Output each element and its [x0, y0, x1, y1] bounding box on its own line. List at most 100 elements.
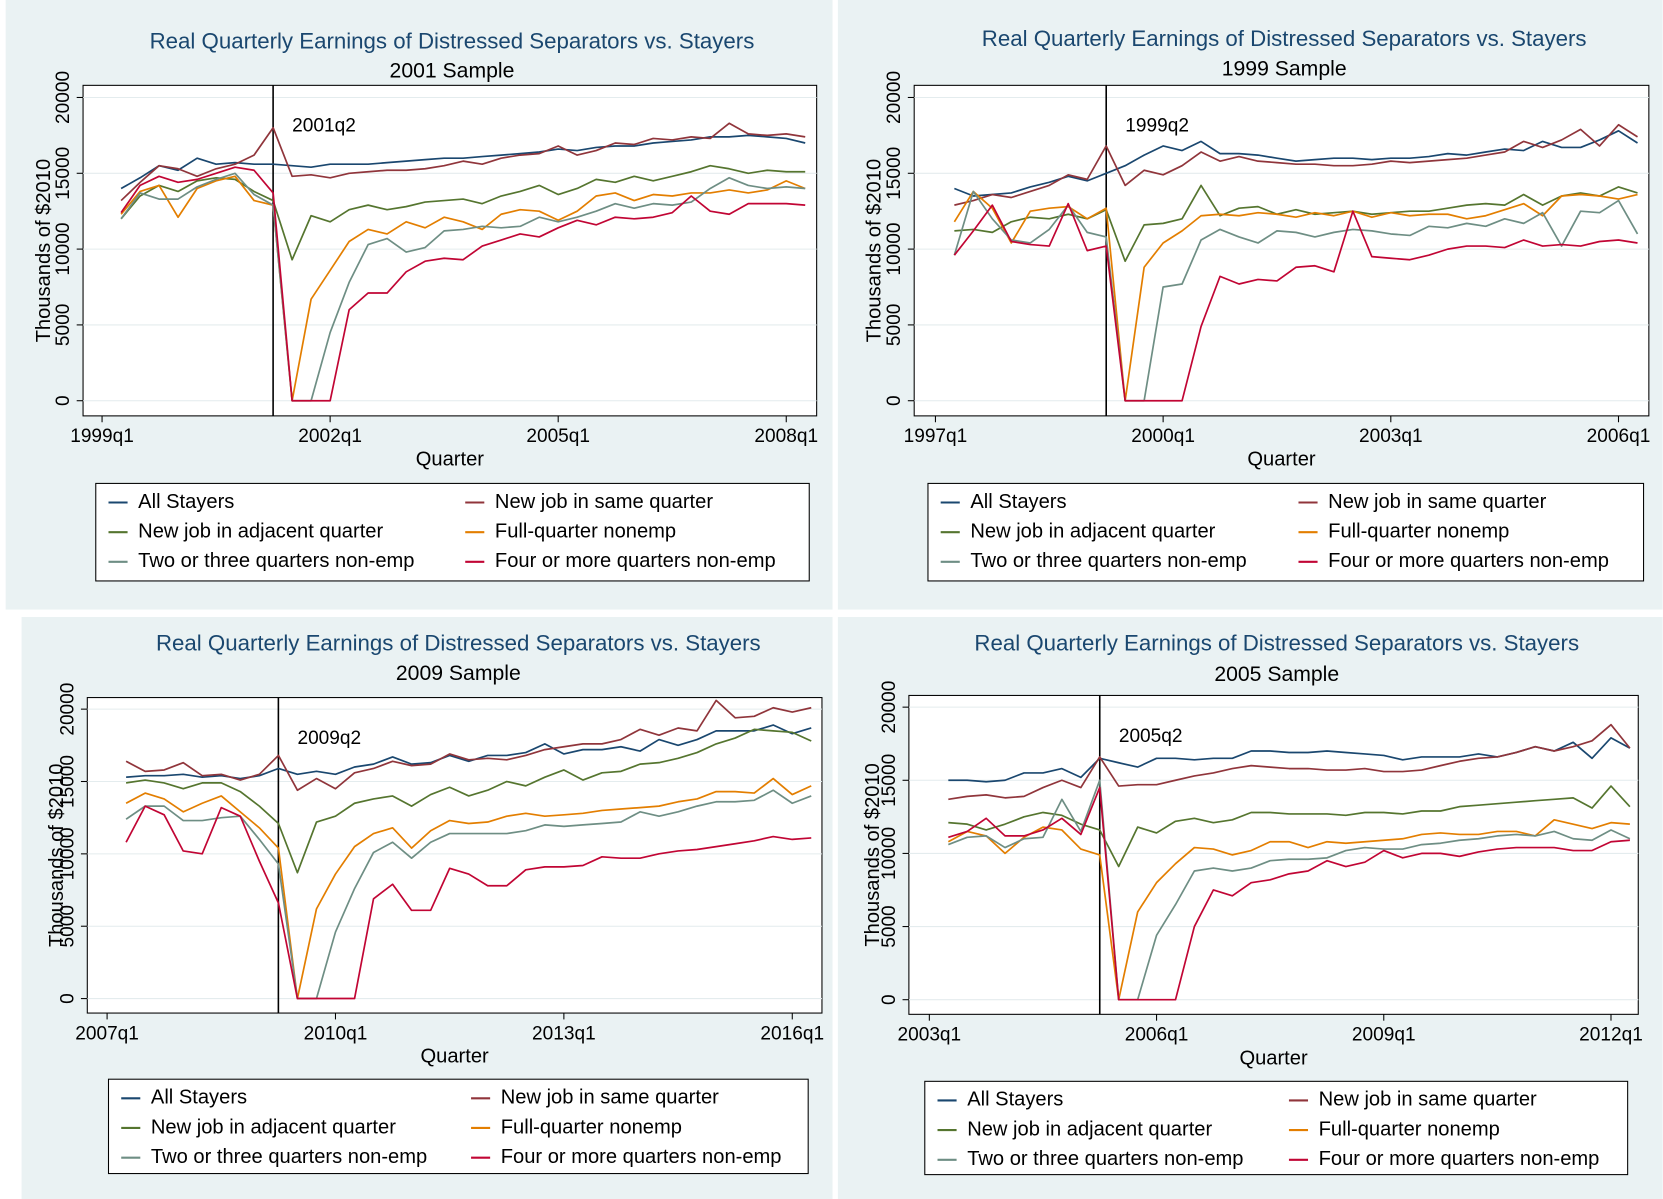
- y-tick-label: 20000: [53, 71, 74, 124]
- series-line: [953, 202, 1638, 402]
- x-tick-label: 2009q1: [1352, 1025, 1416, 1046]
- x-tick-label: 2016q1: [760, 1023, 824, 1044]
- legend-label: Four or more quarters non-emp: [1319, 1148, 1600, 1170]
- y-axis-label: Thousands of $2010: [46, 764, 68, 948]
- legend-label: Four or more quarters non-emp: [501, 1146, 782, 1168]
- event-label: 1999q2: [1125, 116, 1189, 137]
- legend-label: Two or three quarters non-emp: [967, 1148, 1243, 1170]
- series-line: [126, 724, 812, 780]
- legend-label: Full-quarter nonemp: [1328, 520, 1509, 542]
- x-axis-label: Quarter: [1239, 1047, 1308, 1069]
- chart-subtitle: 2009 Sample: [396, 662, 521, 685]
- legend-label: New job in same quarter: [1328, 491, 1546, 513]
- event-label: 2001q2: [292, 116, 356, 137]
- chart-title: Real Quarterly Earnings of Distressed Se…: [982, 26, 1587, 51]
- chart-title: Real Quarterly Earnings of Distressed Se…: [974, 630, 1579, 655]
- series-line: [125, 699, 812, 792]
- x-tick-label: 2006q1: [1125, 1025, 1189, 1046]
- x-tick-label: 1997q1: [904, 426, 968, 447]
- y-tick-label: 15000: [879, 754, 900, 807]
- legend-label: Full-quarter nonemp: [1319, 1118, 1500, 1140]
- y-tick-label: 5000: [879, 905, 900, 947]
- y-tick-label: 5000: [884, 304, 905, 346]
- y-tick-label: 20000: [57, 683, 78, 736]
- x-tick-label: 2013q1: [532, 1023, 596, 1044]
- series-line: [125, 805, 812, 1000]
- series-line: [948, 723, 1631, 801]
- chart-subtitle: 2001 Sample: [390, 60, 515, 83]
- plot-area: [913, 84, 1650, 417]
- y-tick-label: 0: [53, 395, 74, 406]
- y-axis-label: Thousands of $2010: [862, 763, 884, 947]
- event-label: 2005q2: [1119, 726, 1183, 747]
- plot-area: [82, 84, 818, 417]
- x-tick-label: 2006q1: [1587, 426, 1651, 447]
- series-line: [125, 728, 812, 874]
- legend-label: Four or more quarters non-emp: [1328, 550, 1609, 572]
- series-line: [948, 786, 1630, 1001]
- series-line: [953, 190, 1638, 402]
- series-line: [120, 172, 806, 402]
- legend-label: Two or three quarters non-emp: [970, 550, 1246, 572]
- series-line: [948, 779, 1631, 1001]
- x-tick-label: 2012q1: [1579, 1025, 1643, 1046]
- y-axis-label: Thousands of $2010: [863, 159, 885, 343]
- legend-label: Four or more quarters non-emp: [495, 550, 776, 572]
- y-tick-label: 5000: [57, 905, 78, 947]
- y-tick-label: 0: [57, 993, 78, 1004]
- y-tick-label: 10000: [884, 223, 905, 276]
- x-axis-label: Quarter: [416, 448, 485, 470]
- chart-subtitle: 2005 Sample: [1214, 663, 1339, 686]
- x-tick-label: 2003q1: [1359, 426, 1423, 447]
- series-line: [120, 134, 806, 190]
- legend-label: All Stayers: [138, 491, 234, 513]
- x-tick-label: 2000q1: [1131, 426, 1195, 447]
- x-tick-label: 1999q1: [70, 426, 134, 447]
- series-line: [120, 175, 806, 402]
- x-tick-label: 2005q1: [526, 426, 590, 447]
- legend-label: Full-quarter nonemp: [501, 1116, 682, 1138]
- legend-label: New job in same quarter: [495, 491, 713, 513]
- x-tick-label: 2008q1: [754, 426, 818, 447]
- legend-label: All Stayers: [151, 1087, 247, 1109]
- y-tick-label: 5000: [53, 304, 74, 346]
- series-line: [954, 184, 1638, 263]
- chart-title: Real Quarterly Earnings of Distressed Se…: [156, 630, 761, 655]
- legend-box: [107, 1078, 809, 1175]
- y-tick-label: 10000: [53, 223, 74, 276]
- legend-label: All Stayers: [967, 1089, 1063, 1111]
- legend-box: [927, 482, 1645, 582]
- chart-subtitle: 1999 Sample: [1222, 58, 1347, 81]
- y-tick-label: 10000: [57, 827, 78, 880]
- series-line: [948, 785, 1631, 868]
- y-tick-label: 20000: [879, 681, 900, 734]
- event-label: 2009q2: [297, 728, 361, 749]
- plot-area: [86, 697, 823, 1014]
- legend-label: New job in adjacent quarter: [138, 520, 383, 542]
- legend-box: [924, 1080, 1629, 1176]
- series-line: [120, 164, 806, 261]
- plot-area: [908, 694, 1639, 1015]
- chart-title: Real Quarterly Earnings of Distressed Se…: [150, 28, 755, 53]
- legend-label: New job in adjacent quarter: [151, 1116, 396, 1138]
- series-line: [120, 166, 806, 402]
- y-tick-label: 0: [879, 994, 900, 1005]
- series-line: [954, 123, 1638, 206]
- legend-label: Two or three quarters non-emp: [151, 1146, 427, 1168]
- series-line: [125, 777, 812, 1000]
- legend-label: Two or three quarters non-emp: [138, 550, 414, 572]
- x-axis-label: Quarter: [1247, 448, 1316, 470]
- y-tick-label: 20000: [884, 71, 905, 124]
- y-tick-label: 10000: [879, 827, 900, 880]
- legend-label: All Stayers: [970, 491, 1066, 513]
- legend-box: [95, 482, 810, 582]
- legend-label: Full-quarter nonemp: [495, 520, 676, 542]
- x-tick-label: 2002q1: [298, 426, 362, 447]
- y-tick-label: 15000: [53, 147, 74, 200]
- x-tick-label: 2010q1: [304, 1023, 368, 1044]
- series-line: [947, 818, 1630, 1001]
- y-tick-label: 0: [884, 395, 905, 406]
- x-tick-label: 2003q1: [898, 1025, 962, 1046]
- legend-label: New job in same quarter: [501, 1087, 719, 1109]
